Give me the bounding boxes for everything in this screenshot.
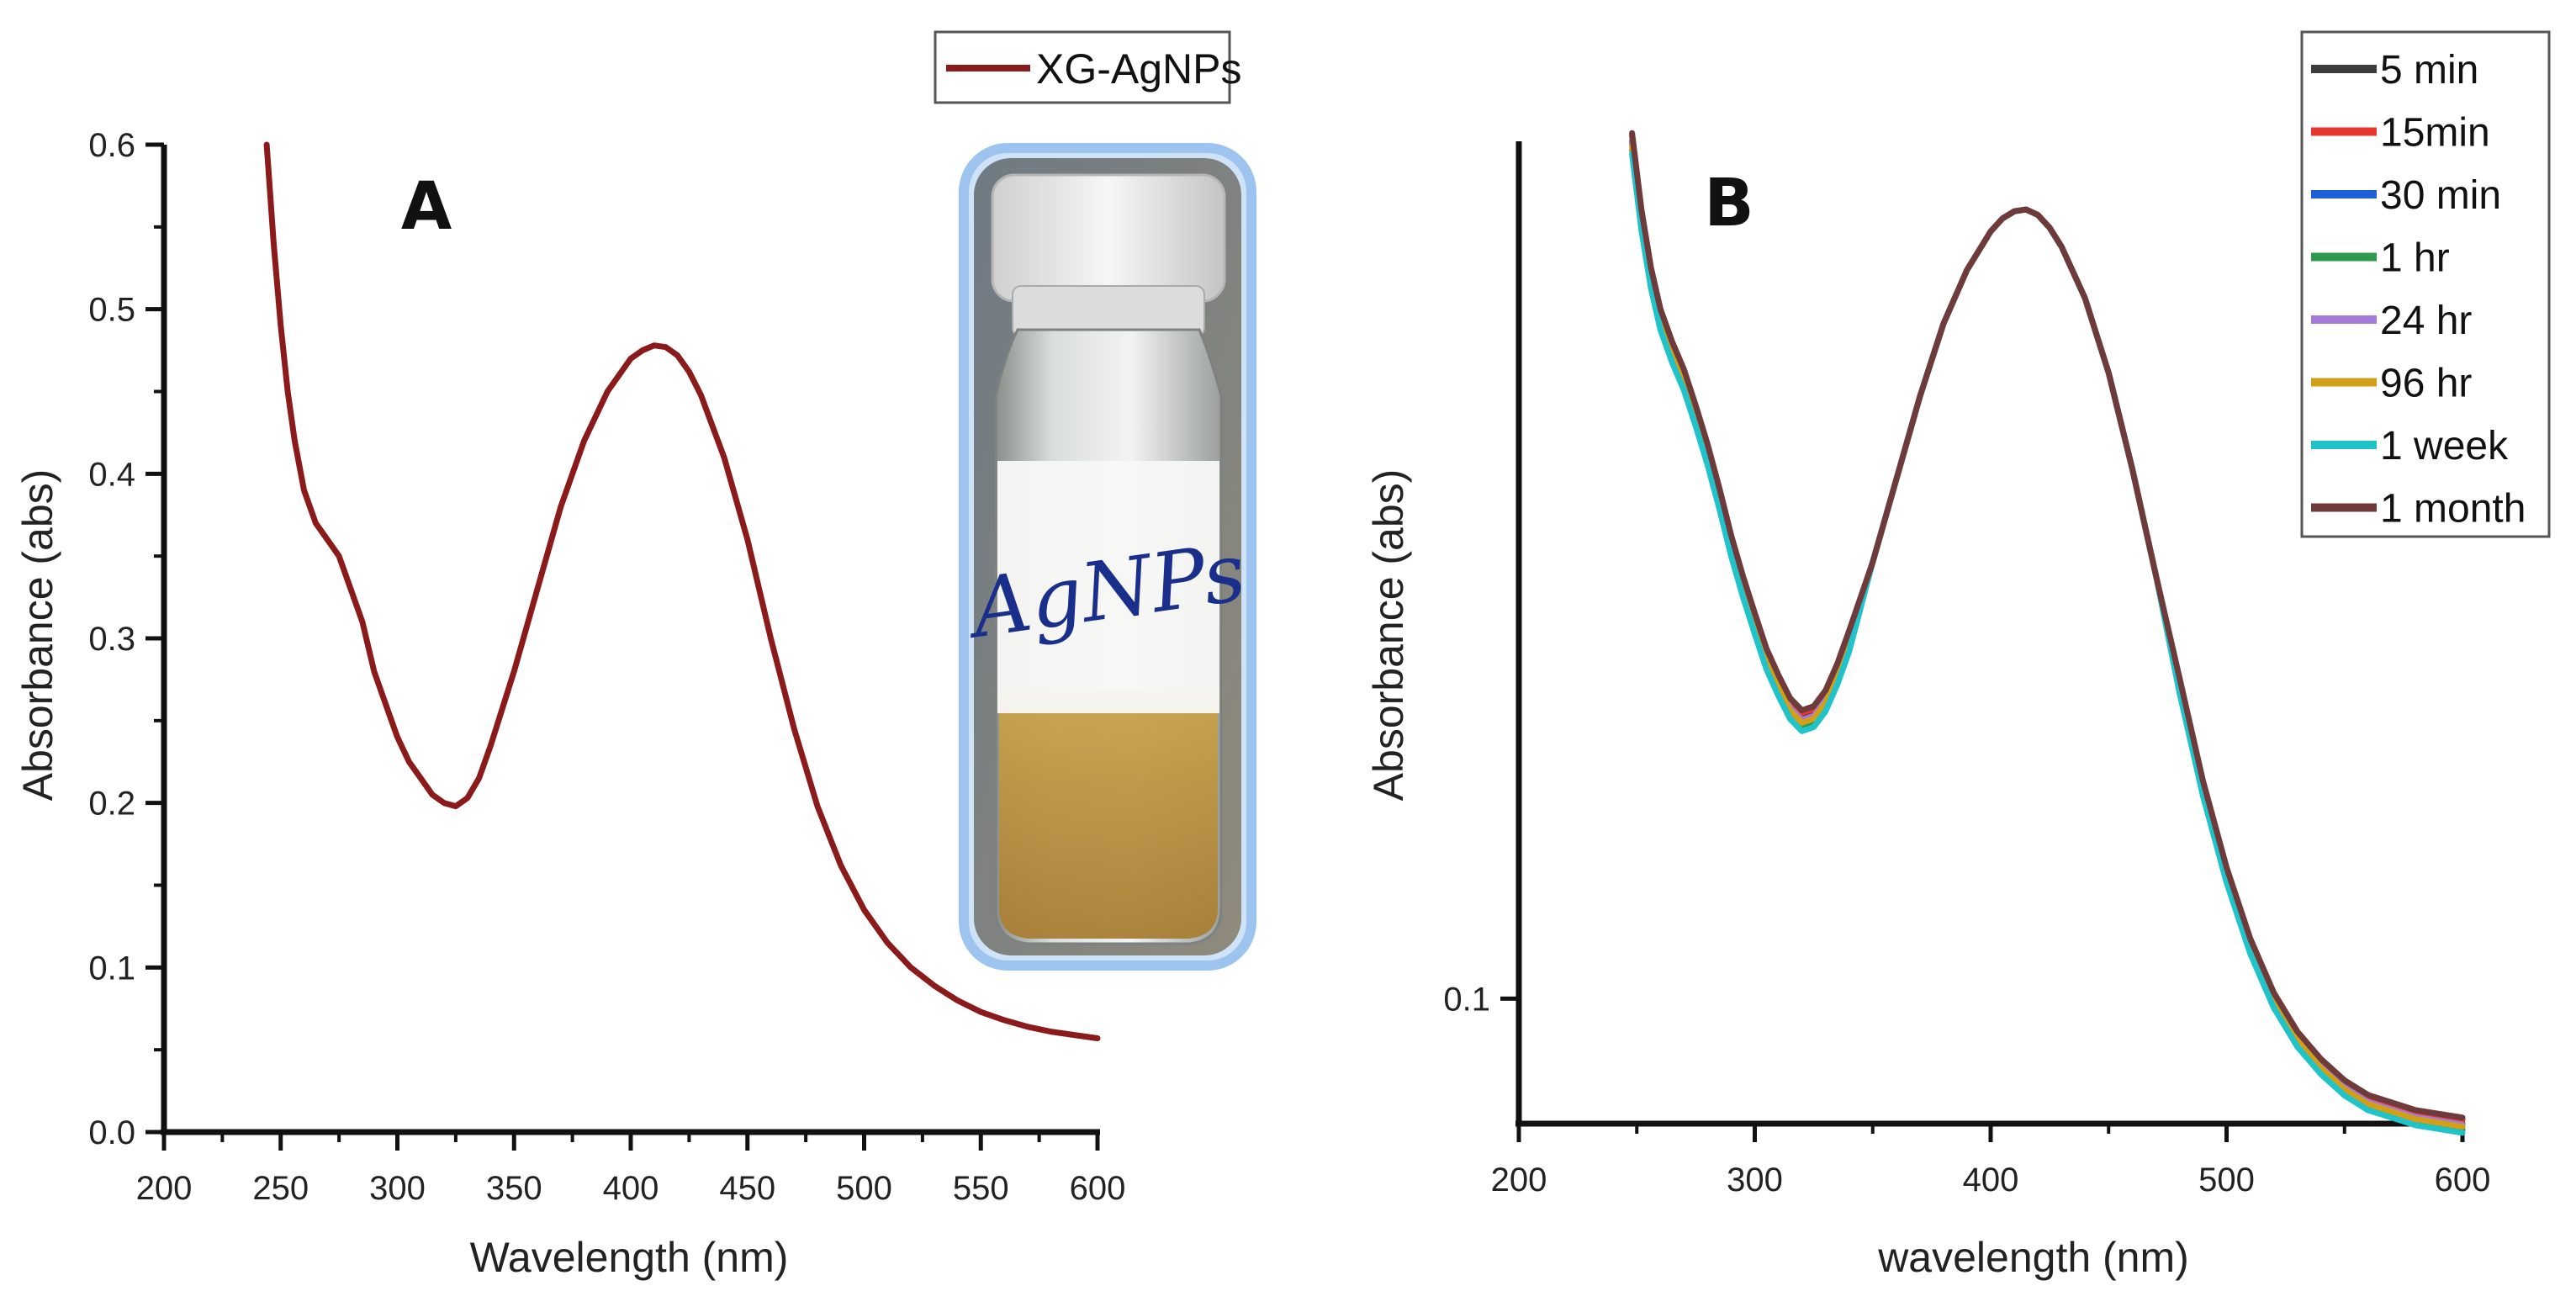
chart-a-y-tick-label: 0.5	[88, 292, 135, 329]
legend-label-24-hr: 24 hr	[2380, 299, 2472, 343]
chart-b-y-tick-label: 0.1	[1443, 981, 1490, 1018]
chart-b-series	[1629, 130, 2466, 1136]
chart-b-x-tick-label: 200	[1491, 1161, 1547, 1199]
chart-a-x-tick-labels: 200 250 300 350 400 450 500 550 600	[136, 1170, 1126, 1207]
chart-b: 200 300 400 500 600 0.1 B wavelength (nm) Ab…	[1365, 30, 2551, 1281]
chart-a-x-tick-label: 600	[1070, 1170, 1126, 1207]
legend-label-30-min: 30 min	[2380, 173, 2501, 218]
chart-a-legend: XG-AgNPs	[934, 30, 1242, 104]
chart-b-x-tick-labels: 200 300 400 500 600	[1491, 1161, 2491, 1199]
legend-label-96-hr: 96 hr	[2380, 362, 2472, 406]
chart-b-x-tick-label: 400	[1963, 1161, 2019, 1199]
chart-a-x-label: Wavelength (nm)	[470, 1234, 789, 1281]
legend-label-1-week: 1 week	[2380, 424, 2509, 468]
chart-b-y-label: Absorbance (abs)	[1365, 469, 1412, 802]
chart-b-y-tick-labels: 0.1	[1443, 981, 1490, 1018]
chart-b-panel-label: B	[1704, 166, 1753, 241]
chart-b-legend: 5 min 15min 30 min 1 hr 24 hr 96 hr 1 week 1 mo…	[2300, 30, 2551, 538]
chart-b-x-tick-label: 600	[2435, 1161, 2491, 1199]
chart-a-y-tick-label: 0.6	[88, 127, 135, 164]
chart-a-y-tick-label: 0.2	[88, 786, 135, 823]
chart-a-series	[263, 141, 1101, 1041]
chart-a-x-tick-label: 300	[369, 1170, 426, 1207]
chart-a-x-tick-label: 250	[252, 1170, 309, 1207]
chart-a: 200 250 300 350 400 450 500 550 600 0.0 0.1 0.2 0.3…	[14, 30, 1242, 1281]
chart-b-x-tick-label: 300	[1727, 1161, 1783, 1199]
legend-label-1-month: 1 month	[2380, 487, 2526, 532]
series-line-xg-agnps	[263, 141, 1101, 1041]
chart-a-y-label: Absorbance (abs)	[14, 469, 61, 802]
legend-label-xg-agnps: XG-AgNPs	[1036, 45, 1242, 93]
legend-label-5-min: 5 min	[2380, 48, 2478, 93]
chart-b-x-label: wavelength (nm)	[1877, 1234, 2189, 1281]
chart-a-panel-label: A	[401, 169, 452, 245]
chart-a-y-tick-label: 0.0	[88, 1114, 135, 1151]
chart-a-x-tick-label: 500	[836, 1170, 892, 1207]
series-line-1-month	[1629, 130, 2466, 1121]
chart-a-y-tick-label: 0.4	[88, 456, 135, 493]
legend-label-1-hr: 1 hr	[2380, 236, 2450, 281]
chart-a-y-tick-label: 0.3	[88, 621, 135, 658]
chart-a-x-tick-label: 350	[486, 1170, 542, 1207]
chart-a-x-tick-label: 400	[603, 1170, 659, 1207]
chart-a-x-tick-label: 550	[953, 1170, 1009, 1207]
vial-photo: AgNPs	[959, 143, 1256, 971]
chart-a-y-tick-labels: 0.0 0.1 0.2 0.3 0.4 0.5 0.6	[88, 127, 135, 1151]
legend-label-15min: 15min	[2380, 111, 2490, 156]
chart-a-y-tick-label: 0.1	[88, 950, 135, 987]
chart-a-x-tick-label: 450	[719, 1170, 775, 1207]
chart-b-x-tick-label: 500	[2198, 1161, 2255, 1199]
chart-a-x-tick-label: 200	[136, 1170, 193, 1207]
